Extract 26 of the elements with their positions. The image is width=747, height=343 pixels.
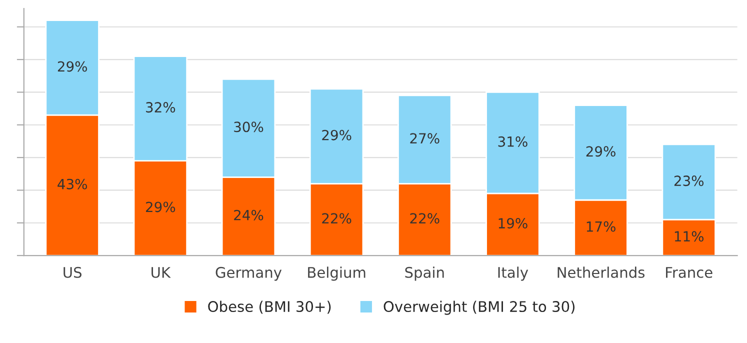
data-label: 17% [586,221,616,232]
x-tick-label: Germany [216,266,282,281]
data-label: 22% [410,213,440,224]
data-label: 19% [498,218,528,229]
legend-label: Obese (BMI 30+) [208,300,331,314]
data-label: 30% [234,122,264,132]
data-label: 11% [674,231,704,242]
x-tick-label: US [64,266,82,278]
data-label: 29% [146,202,176,212]
x-tick-label: Spain [405,266,444,281]
x-tick-label: France [666,267,712,278]
data-label: 29% [58,61,88,72]
x-tick-label: Italy [498,266,528,281]
data-label: 27% [410,133,440,144]
data-label: 22% [322,213,352,224]
x-tick-label: Belgium [308,266,366,281]
data-label: 24% [234,210,264,220]
data-label: 31% [498,136,528,147]
data-label: 23% [674,176,704,186]
data-label: 29% [586,146,616,157]
x-tick-label: UK [152,267,171,278]
legend-label: Overweight (BMI 25 to 30) [384,300,575,315]
x-tick-label: Netherlands [558,266,645,278]
data-label: 29% [322,130,352,140]
data-label: 43% [58,178,88,190]
data-label: 32% [146,102,176,113]
